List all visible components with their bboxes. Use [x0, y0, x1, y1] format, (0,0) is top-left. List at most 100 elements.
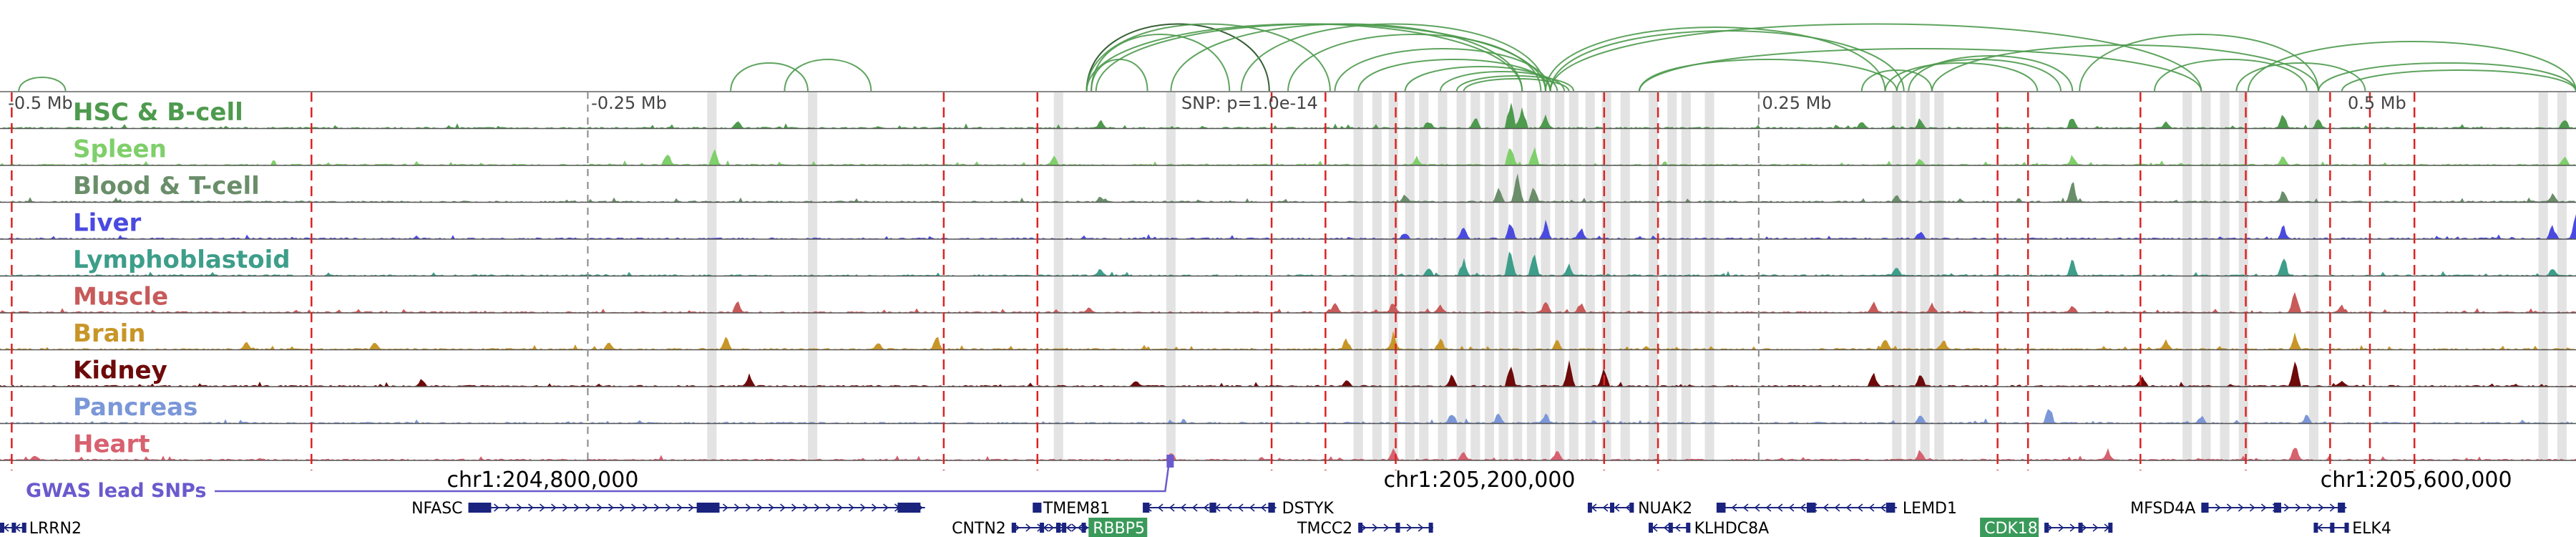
strand-arrow [1625, 503, 1631, 512]
strand-arrow [1157, 503, 1163, 512]
strand-arrow [574, 503, 580, 512]
interaction-arc [1091, 59, 1148, 92]
gene-exon [2338, 503, 2346, 513]
gene-label: LEMD1 [1903, 500, 1957, 518]
strand-arrow [1868, 503, 1875, 512]
strand-arrow [505, 503, 511, 512]
gene-exon [1081, 523, 1086, 533]
snp-marker [1166, 455, 1174, 468]
strand-arrow [1591, 503, 1597, 512]
strand-arrow [1800, 503, 1806, 512]
strand-arrow [1054, 523, 1060, 532]
interaction-arc [18, 77, 67, 92]
gene-exon [1649, 523, 1653, 533]
strand-arrow [746, 503, 751, 512]
track-label: Pancreas [73, 393, 197, 422]
gene-exon [1209, 503, 1216, 513]
strand-arrow [517, 503, 522, 512]
strand-arrow [1249, 503, 1255, 512]
strand-arrow [608, 503, 614, 512]
gene-label: LRRN2 [29, 520, 82, 537]
interaction-arc [1170, 23, 1523, 92]
strand-arrow [803, 503, 809, 512]
interaction-arc [730, 62, 809, 92]
strand-arrow [849, 503, 854, 512]
gene-exon [2201, 503, 2209, 513]
interaction-arc [2318, 62, 2576, 92]
strand-arrow [1674, 523, 1681, 532]
interaction-arc [1404, 66, 1558, 92]
gene-exon [1428, 523, 1433, 533]
gene-highlight [1980, 518, 2039, 537]
strand-arrow [2092, 523, 2099, 532]
strand-arrow [2295, 503, 2301, 512]
strand-arrow [528, 503, 534, 512]
gene-exon [21, 523, 26, 533]
gene-exon [2330, 523, 2335, 533]
strand-arrow [551, 503, 557, 512]
strand-arrow [2306, 503, 2313, 512]
coordinate-label: chr1:205,600,000 [2321, 468, 2512, 493]
strand-arrow [2058, 523, 2064, 532]
strand-arrow [2318, 503, 2324, 512]
strand-arrow [723, 503, 728, 512]
interaction-arc [1091, 34, 1231, 92]
gene-exon [468, 503, 492, 513]
strand-arrow [2260, 503, 2267, 512]
strand-arrow [494, 503, 499, 512]
interaction-arc [1638, 59, 1898, 92]
gene-exon [0, 523, 4, 533]
gene-label: NUAK2 [1638, 500, 1692, 518]
interaction-arc [2247, 41, 2576, 92]
gene-label: MFSD4A [2130, 500, 2195, 518]
interaction-arc [2079, 34, 2319, 92]
strand-arrow [631, 503, 637, 512]
track-label: Kidney [73, 357, 167, 385]
gene-exon [1716, 503, 1726, 513]
marker-lines [11, 92, 2416, 470]
gene-exon [1040, 523, 1045, 533]
gene-exon [897, 503, 921, 513]
gene-exon [696, 503, 720, 513]
ruler-tick-label: 0.5 Mb [2348, 93, 2406, 113]
strand-arrow [1180, 503, 1186, 512]
strand-arrow [1203, 503, 1209, 512]
strand-arrow [1025, 523, 1032, 532]
gene-exon [2313, 523, 2318, 533]
strand-arrow [1383, 523, 1390, 532]
gene-exon [1686, 523, 1691, 533]
strand-arrow [1065, 523, 1072, 532]
signal-area-0 [0, 102, 2576, 129]
strand-arrow [1260, 503, 1267, 512]
gene-label: DSTYK [1282, 500, 1335, 518]
interaction-arc [1638, 48, 2202, 92]
strand-arrow [1742, 503, 1749, 512]
track-label: Blood & T-cell [73, 172, 260, 200]
track-label: Brain [73, 319, 146, 348]
strand-arrow [1237, 503, 1244, 512]
gene-exon [1037, 503, 1042, 513]
strand-arrow [688, 503, 694, 512]
strand-arrow [1731, 503, 1737, 512]
track-label: Lymphoblastoid [73, 246, 291, 274]
gene-exon [1268, 503, 1275, 513]
strand-arrow [1418, 523, 1424, 532]
interaction-arc [1908, 55, 2074, 92]
strand-arrow [2081, 523, 2087, 532]
interaction-arc [784, 59, 872, 92]
ruler-tick-label: 0.25 Mb [1762, 93, 1832, 113]
snp-connector [215, 464, 1170, 493]
interaction-arc [2341, 69, 2576, 92]
gene-exon [2344, 523, 2349, 533]
ruler-tick-label: -0.25 Mb [591, 93, 667, 113]
strand-arrow [837, 503, 843, 512]
gene-label: TMEM81 [1043, 500, 1110, 518]
interaction-arc [1860, 69, 1933, 92]
gwas-snp-track: GWAS lead SNPs [26, 455, 1174, 502]
strand-arrow [562, 503, 568, 512]
strand-arrow [2226, 503, 2233, 512]
gene-exon [1062, 523, 1067, 533]
gene-label: CDK18 [1984, 520, 2038, 537]
gene-exon [1668, 523, 1673, 533]
gene-exon [2044, 523, 2049, 533]
